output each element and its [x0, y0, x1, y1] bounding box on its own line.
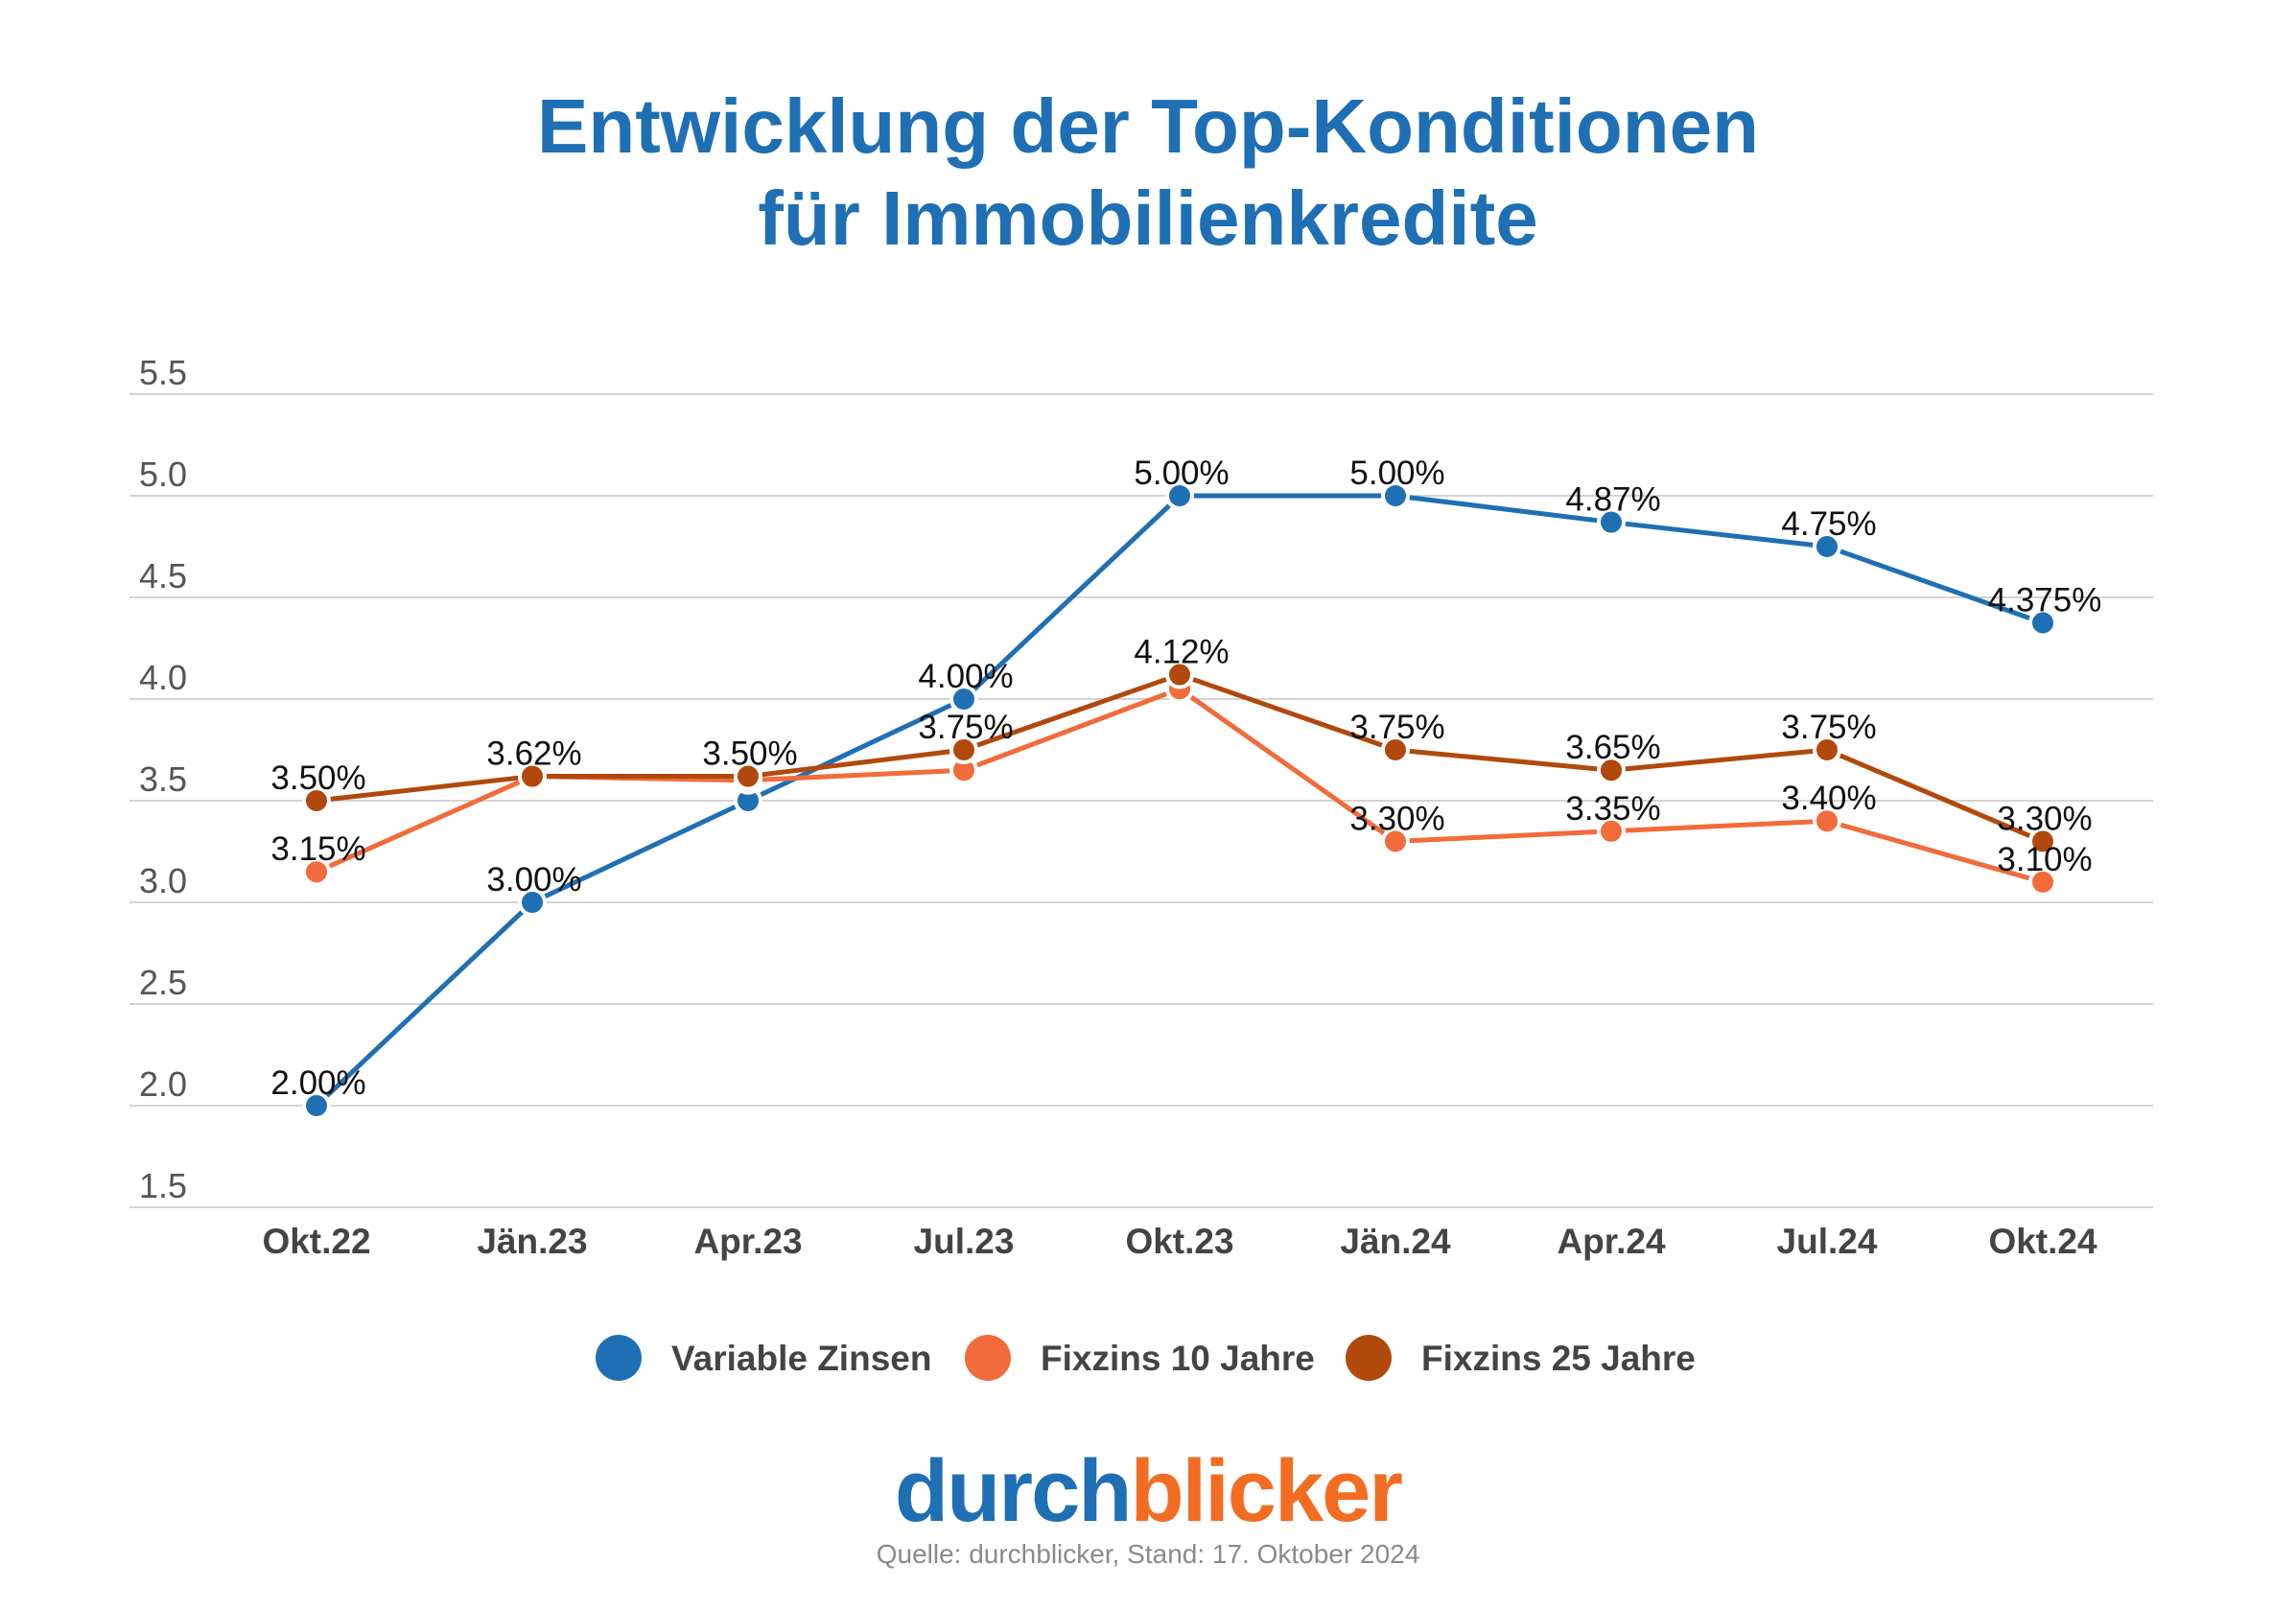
logo-text-blicker: blicker [1130, 1442, 1403, 1540]
data-label-variable-zinsen: 3.00% [486, 861, 581, 899]
data-label-fixzins-25-jahre: 3.30% [1997, 800, 2092, 837]
data-label-variable-zinsen: 5.00% [1349, 455, 1444, 492]
data-label-fixzins-25-jahre: 3.62% [486, 735, 581, 773]
data-label-variable-zinsen: 4.75% [1781, 505, 1876, 543]
y-tick-label: 2.5 [139, 963, 187, 1002]
series-points [302, 481, 2057, 1120]
data-label-fixzins-10-jahre: 3.35% [1565, 790, 1660, 828]
point-variable-zinsen [302, 1091, 331, 1120]
data-labels: 2.00% 3.00% 4.00% 5.00% 5.00% 4.87% 4.75% 4.375… [270, 455, 2101, 1102]
y-tick-label: 2.0 [139, 1064, 187, 1104]
y-axis-ticks: 1.5 2.0 2.5 3.0 3.5 4.0 4.5 5.0 5.5 [139, 353, 187, 1205]
point-fixzins-25-jahre [518, 761, 547, 791]
legend-label-fixzins-25-jahre: Fixzins 25 Jahre [1421, 1339, 1696, 1378]
chart-title-line-2: für Immobilienkredite [758, 175, 1538, 261]
data-label-fixzins-10-jahre: 3.30% [1349, 800, 1444, 837]
data-label-fixzins-25-jahre: 3.50% [270, 759, 365, 797]
point-fixzins-25-jahre [1813, 735, 1841, 764]
point-variable-zinsen [518, 888, 547, 917]
x-tick-label: Okt.23 [1125, 1222, 1233, 1261]
data-label-fixzins-25-jahre: 3.65% [1565, 729, 1660, 766]
x-tick-label: Jul.23 [914, 1222, 1015, 1261]
point-fixzins-10-jahre [1381, 827, 1410, 856]
x-axis-ticks: Okt.22 Jän.23 Apr.23 Jul.23 Okt.23 Jän.24 Apr.… [262, 1222, 2097, 1261]
legend-marker-fixzins-25-jahre [1346, 1335, 1392, 1381]
y-tick-label: 3.0 [139, 861, 187, 900]
point-fixzins-25-jahre [1381, 735, 1410, 764]
x-tick-label: Apr.24 [1557, 1222, 1666, 1261]
point-fixzins-10-jahre [302, 857, 331, 887]
data-label-fixzins-25-jahre: 3.75% [1781, 709, 1876, 746]
point-fixzins-25-jahre [1165, 660, 1194, 689]
data-label-fixzins-10-jahre: 3.15% [270, 830, 365, 868]
grid-lines [129, 393, 2153, 1208]
legend: Variable Zinsen Fixzins 10 Jahre Fixzins 2… [596, 1335, 1696, 1381]
y-tick-label: 4.5 [139, 556, 187, 595]
x-tick-label: Okt.24 [1988, 1222, 2097, 1261]
data-label-variable-zinsen: 4.375% [1988, 582, 2102, 619]
y-tick-label: 5.5 [139, 353, 187, 392]
x-tick-label: Jän.23 [477, 1222, 587, 1261]
data-label-variable-zinsen: 4.00% [918, 658, 1013, 695]
legend-marker-variable-zinsen [596, 1335, 642, 1381]
y-tick-label: 5.0 [139, 455, 187, 494]
point-fixzins-10-jahre [1813, 806, 1841, 836]
point-fixzins-25-jahre [1597, 756, 1626, 785]
legend-label-fixzins-10-jahre: Fixzins 10 Jahre [1041, 1339, 1315, 1378]
point-variable-zinsen [949, 685, 978, 713]
logo-text-durch: durch [894, 1442, 1133, 1540]
point-fixzins-25-jahre [949, 735, 978, 764]
point-fixzins-25-jahre [2028, 827, 2057, 856]
data-label-fixzins-25-jahre: 3.50% [702, 735, 797, 773]
x-tick-label: Apr.23 [693, 1222, 802, 1261]
legend-marker-fixzins-10-jahre [965, 1335, 1011, 1381]
point-variable-zinsen [2028, 608, 2057, 638]
chart-title-line-1: Entwicklung der Top-Konditionen [537, 83, 1759, 169]
point-fixzins-10-jahre [1597, 816, 1626, 846]
point-variable-zinsen [1597, 507, 1626, 537]
durchblicker-logo: durchblicker [0, 1438, 2296, 1544]
data-label-variable-zinsen: 5.00% [1134, 455, 1229, 492]
data-label-fixzins-25-jahre: 4.12% [1134, 634, 1229, 671]
x-tick-label: Okt.22 [262, 1222, 370, 1261]
point-variable-zinsen [1813, 532, 1841, 561]
data-label-fixzins-10-jahre: 3.10% [1997, 841, 2092, 878]
chart-title: Entwicklung der Top-Konditionen für Immo… [0, 81, 2296, 265]
data-label-fixzins-10-jahre: 3.40% [1781, 780, 1876, 817]
point-fixzins-10-jahre [2028, 867, 2057, 897]
x-tick-label: Jän.24 [1340, 1222, 1451, 1261]
data-label-variable-zinsen: 4.87% [1565, 481, 1660, 519]
y-tick-label: 3.5 [139, 759, 187, 799]
point-variable-zinsen [1165, 481, 1194, 510]
data-label-fixzins-25-jahre: 3.75% [918, 709, 1013, 746]
x-tick-label: Jul.24 [1777, 1222, 1878, 1261]
point-variable-zinsen [1381, 481, 1410, 510]
point-fixzins-25-jahre [302, 786, 331, 815]
source-note: Quelle: durchblicker, Stand: 17. Oktober… [876, 1539, 1420, 1569]
y-tick-label: 4.0 [139, 658, 187, 697]
point-fixzins-25-jahre [734, 761, 762, 791]
legend-label-variable-zinsen: Variable Zinsen [671, 1339, 931, 1378]
data-label-variable-zinsen: 2.00% [270, 1064, 365, 1102]
data-label-fixzins-25-jahre: 3.75% [1349, 709, 1444, 746]
y-tick-label: 1.5 [139, 1166, 187, 1205]
